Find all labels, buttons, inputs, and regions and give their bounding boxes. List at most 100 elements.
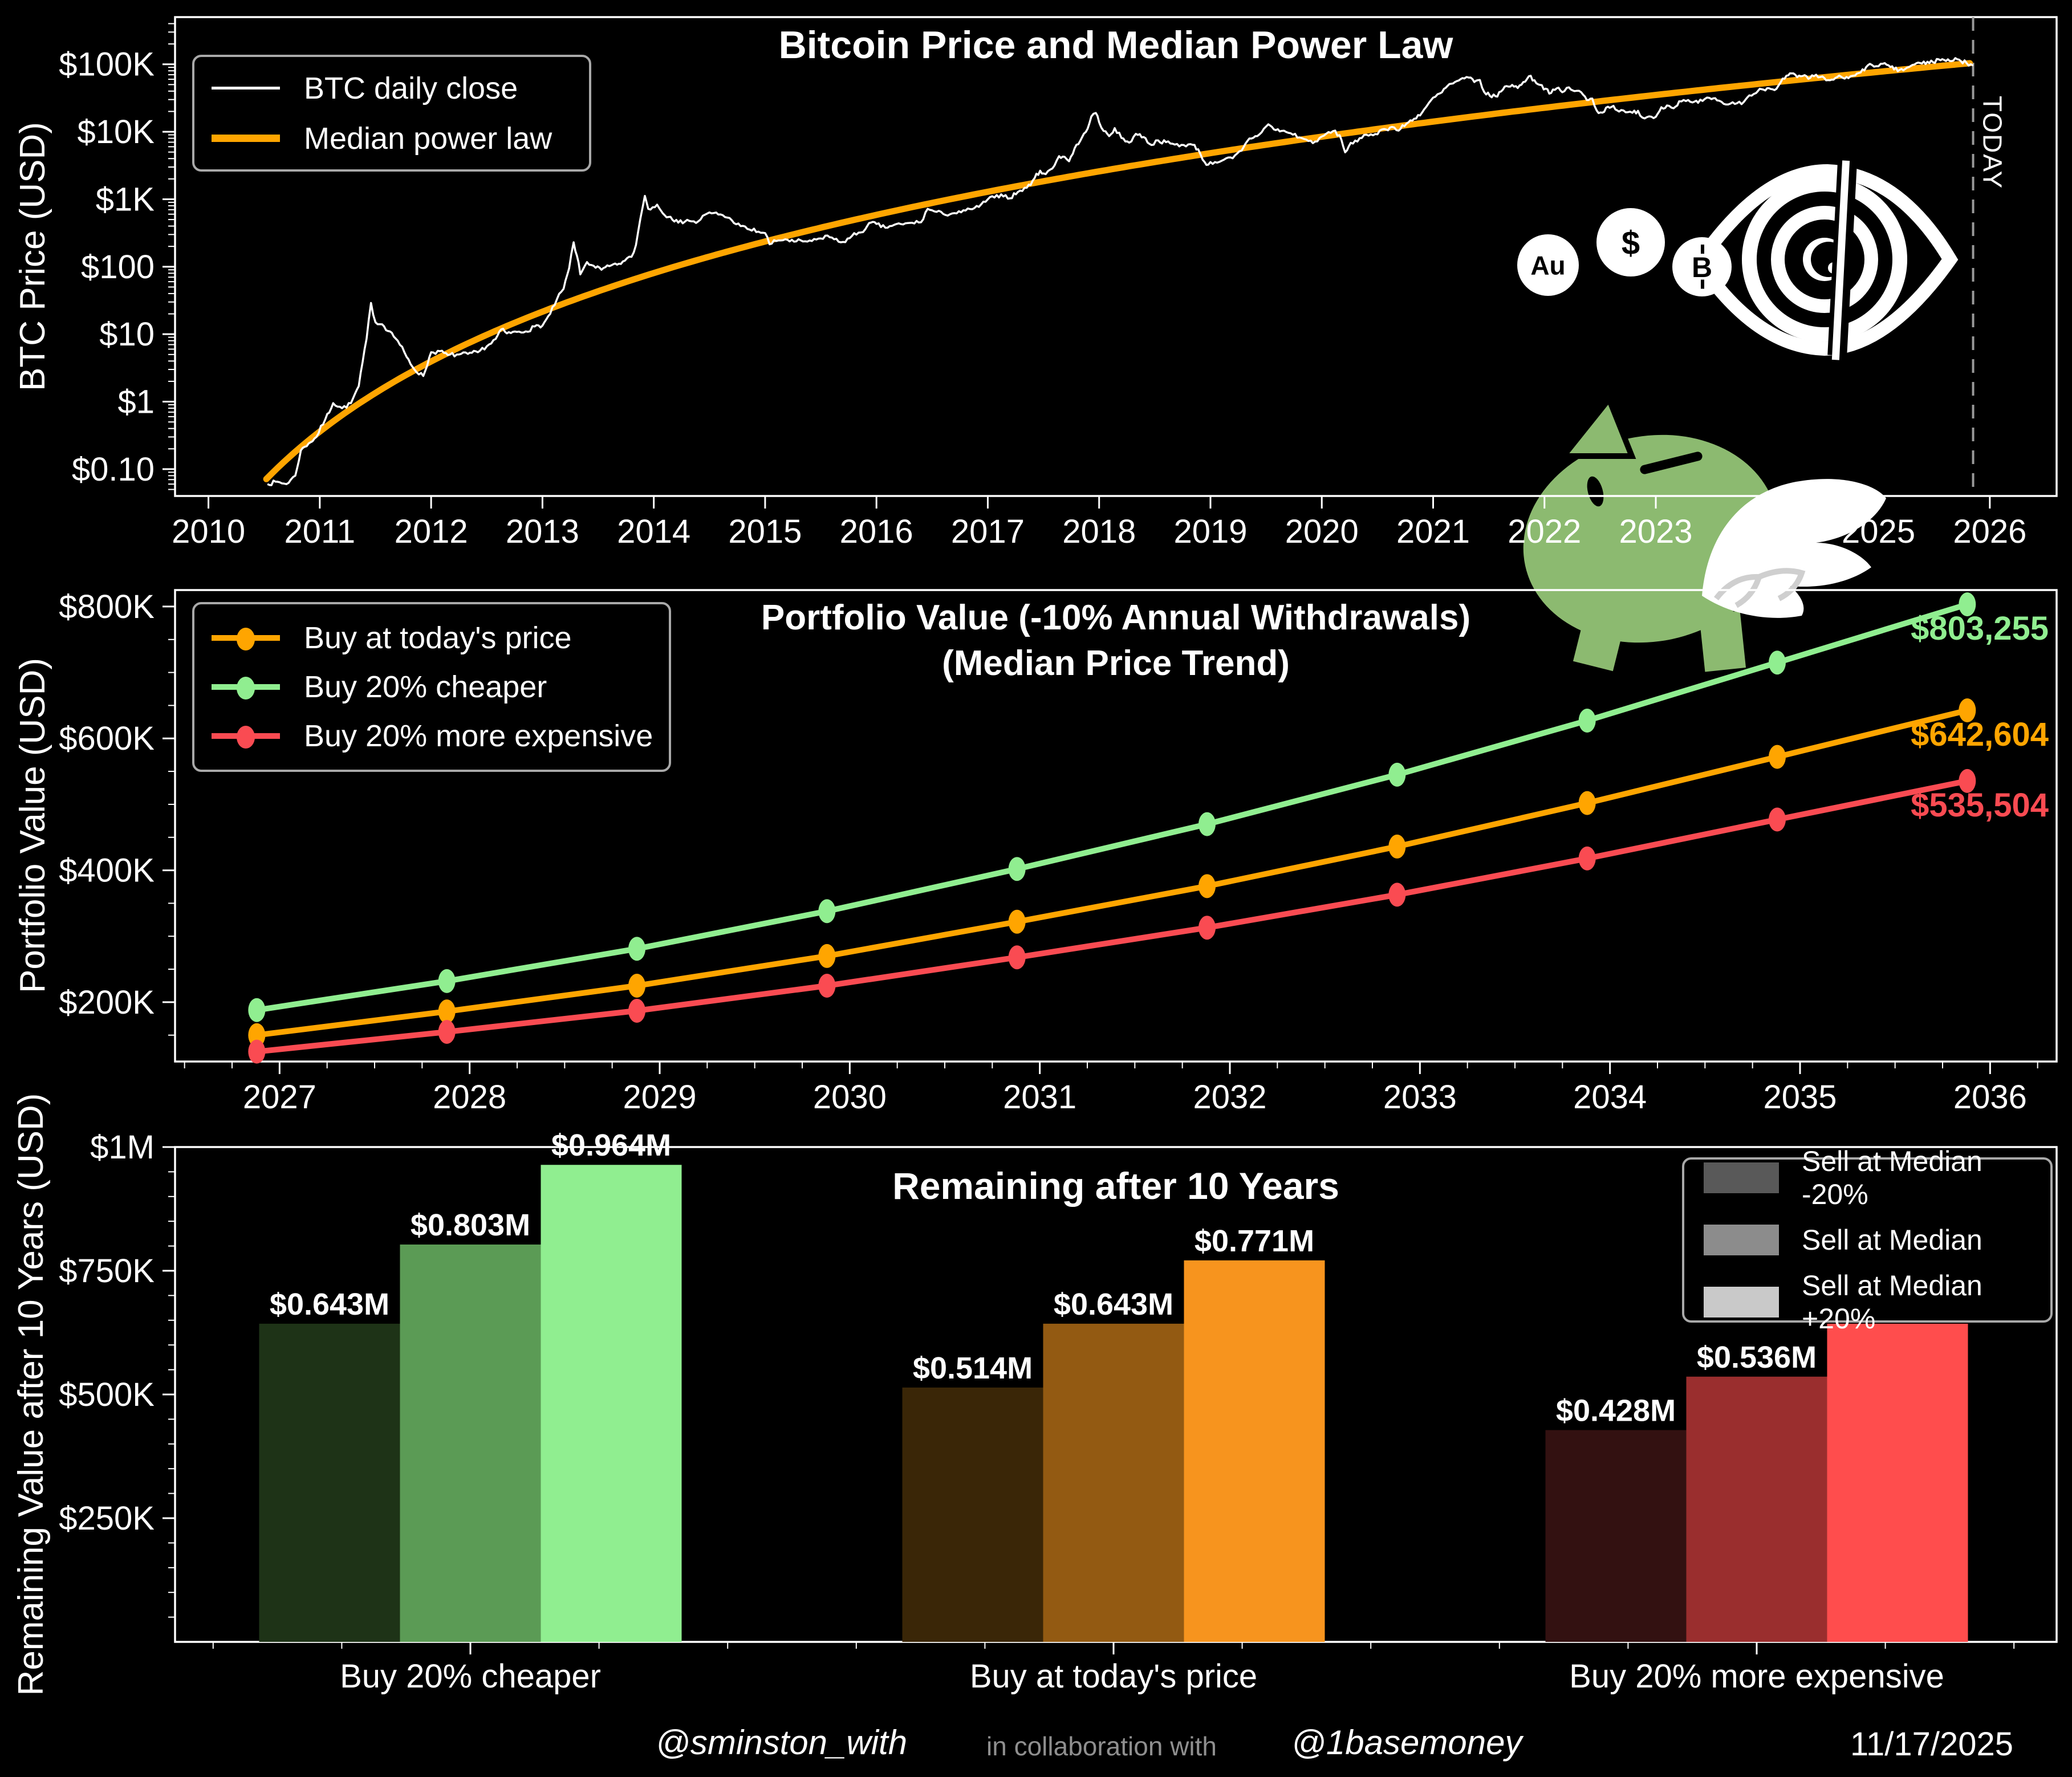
series-marker [1008,857,1026,881]
legend-line-swatch [212,628,280,650]
series-marker [1198,874,1216,898]
bar [400,1244,541,1642]
legend-row: Buy 20% cheaper [212,669,669,705]
bar-value-label: $0.964M [551,1128,671,1162]
credit-collab-text: in collaboration with [986,1731,1217,1761]
mid-legend: Buy at today's price Buy 20% cheaper Buy 2… [192,602,671,772]
bar-value-label: $0.771M [1195,1224,1314,1258]
series-marker [628,998,645,1023]
bar [1184,1260,1325,1642]
series-marker [1388,883,1406,907]
tick-label: $100 [81,249,155,286]
tick-label: 2012 [395,513,468,550]
tick-label: 2028 [433,1079,506,1116]
tick-label: 2024 [1730,513,1804,550]
tick-label: $600K [59,720,155,757]
tick-label: 2030 [813,1079,887,1116]
mid-chart-title-line1: Portfolio Value (-10% Annual Withdrawals… [761,598,1471,637]
series-marker [1578,846,1596,871]
tick-label: 2014 [617,513,690,550]
bar-group-label: Buy 20% cheaper [340,1658,601,1695]
series-marker [438,999,456,1024]
series-marker [248,998,266,1022]
tick-label: 2019 [1173,513,1247,550]
series-marker [1959,768,1976,793]
tick-label: $ [1622,225,1640,262]
legend-line-swatch [212,726,280,749]
power-law-line [263,60,1973,482]
series-marker [1769,650,1786,675]
bar [541,1165,682,1642]
tick-label: 2021 [1396,513,1470,550]
tick-label: $1M [90,1129,155,1166]
tick-label: 2025 [1842,513,1915,550]
tick-label: 2032 [1193,1079,1266,1116]
legend-label: Buy 20% more expensive [304,719,653,753]
tick-label: $250K [59,1500,155,1537]
legend-marker-dot [237,677,255,700]
series-marker [1769,745,1786,769]
series-end-value-label: $535,504 [1911,787,2049,824]
series-marker [1388,834,1406,859]
tick-label: 2036 [1953,1079,2027,1116]
bar-value-label: $0.536M [1697,1340,1817,1375]
legend-label: Sell at Median -20% [1802,1145,1982,1210]
tick-label: $500K [59,1376,155,1413]
legend-rect-swatch [1704,1225,1779,1255]
bar-value-label: $0.803M [411,1208,530,1242]
footer-date: 11/17/2025 [1850,1726,2013,1763]
series-marker [1769,807,1786,832]
legend-label: Sell at Median [1802,1224,1982,1256]
tick-label: 2031 [1003,1079,1076,1116]
tick-label: $10 [99,316,155,353]
series-marker [438,969,456,993]
series-marker [628,973,645,998]
tick-label: 2016 [840,513,913,550]
bar [902,1387,1043,1642]
bar-value-label: $0.643M [270,1287,389,1321]
series-marker [248,1039,266,1064]
bottom-y-axis-label: Remaining Value after 10 Years (USD) [11,1093,51,1696]
series-marker [438,1019,456,1044]
legend-label: Median power law [304,121,552,156]
tick-label: $0.10 [72,451,155,488]
bar [1545,1430,1687,1642]
series-line [254,601,1971,1013]
top-legend: BTC daily close Median power law [192,55,591,172]
series-marker [1959,698,1976,722]
tick-label: 2020 [1285,513,1359,550]
legend-row: BTC daily close [212,71,589,106]
bar-value-label: $0.643M [1054,1287,1173,1321]
tick-label: 2015 [728,513,802,550]
tick-label: 2033 [1383,1079,1457,1116]
tick-label: B [1692,251,1712,283]
btc-daily-close-line [267,57,1974,486]
series-end-value-label: $642,604 [1911,716,2049,753]
tick-label: 2022 [1508,513,1581,550]
bottom-chart-title: Remaining after 10 Years [892,1165,1339,1207]
bar-group-label: Buy at today's price [970,1658,1257,1695]
tick-label: $1 [117,384,155,421]
legend-row: Sell at Median -20% [1704,1145,2050,1211]
legend-label: Buy 20% cheaper [304,670,547,704]
tick-label: 2010 [172,513,245,550]
legend-line-swatch [212,135,280,142]
legend-label: Sell at Median +20% [1802,1270,1982,1335]
top-chart: $100K $10K $1K $100 $10 $1 $0.10 2010 2011 2012 20… [59,16,2058,550]
tick-label: 2018 [1062,513,1136,550]
legend-marker-dot [237,726,255,749]
series-marker [1198,916,1216,940]
eye-icon [1691,160,1959,360]
bar-value-label: $0.428M [1556,1393,1676,1428]
coin-icon: B [1672,237,1732,296]
bar-group-label: Buy 20% more expensive [1569,1658,1944,1695]
series-marker [1008,945,1026,970]
tick-label: 2034 [1573,1079,1647,1116]
bottom-legend: Sell at Median -20% Sell at Median Sell at… [1682,1145,2053,1335]
tick-label: $750K [59,1253,155,1290]
bar [259,1323,400,1642]
coin-icon: Au [1517,234,1579,296]
series-marker [1388,762,1406,787]
